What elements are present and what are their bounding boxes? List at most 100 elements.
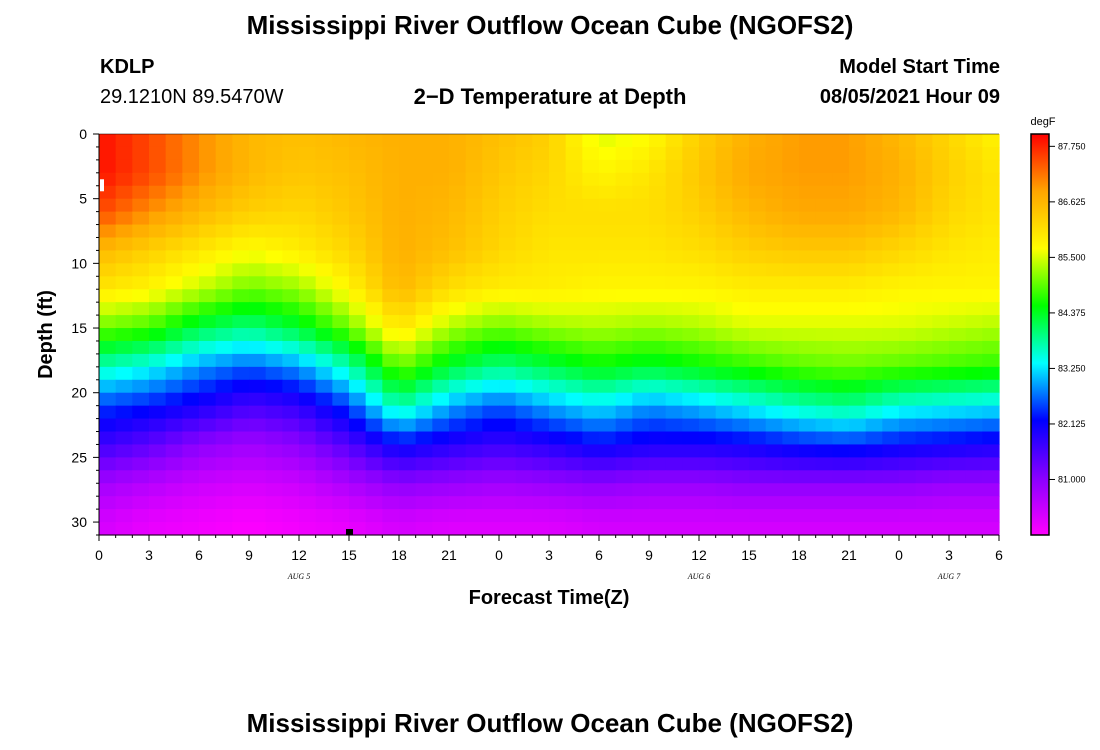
heatmap-cell — [732, 431, 750, 446]
heatmap-cell — [815, 250, 833, 264]
heatmap-cell — [915, 405, 933, 420]
heatmap-cell — [865, 185, 883, 200]
heatmap-cell — [99, 509, 117, 523]
heatmap-cell — [815, 379, 833, 394]
heatmap-cell — [865, 353, 883, 368]
heatmap-cell — [332, 211, 350, 226]
heatmap-cell — [282, 353, 300, 368]
heatmap-cell — [482, 366, 500, 381]
heatmap-cell — [832, 457, 850, 471]
heatmap-cell — [165, 509, 183, 523]
heatmap-cell — [432, 457, 450, 471]
heatmap-cell — [99, 263, 117, 277]
heatmap-cell — [965, 405, 983, 420]
heatmap-cell — [249, 250, 267, 264]
heatmap-cell — [482, 405, 500, 420]
heatmap-cell — [265, 483, 283, 497]
heatmap-cell — [315, 366, 333, 381]
heatmap-cell — [632, 185, 650, 200]
heatmap-cell — [582, 289, 600, 303]
heatmap-cell — [732, 224, 750, 239]
heatmap-cell — [782, 353, 800, 368]
heatmap-cell — [365, 483, 383, 497]
heatmap-cell — [165, 146, 183, 161]
heatmap-cell — [265, 146, 283, 161]
heatmap-cell — [665, 522, 683, 536]
heatmap-cell — [265, 289, 283, 303]
heatmap-cell — [915, 340, 933, 355]
heatmap-cell — [215, 366, 233, 381]
heatmap-cell — [899, 353, 917, 368]
heatmap-cell — [232, 340, 250, 355]
heatmap-cell — [932, 509, 950, 523]
heatmap-cell — [749, 340, 767, 355]
heatmap-cell — [799, 146, 817, 161]
heatmap-cell — [649, 379, 667, 394]
heatmap-cell — [665, 185, 683, 200]
heatmap-cell — [899, 237, 917, 252]
heatmap-cell — [382, 509, 400, 523]
heatmap-cell — [215, 146, 233, 161]
heatmap-cell — [599, 289, 617, 303]
heatmap-cell — [182, 224, 200, 239]
heatmap-cell — [549, 522, 567, 536]
heatmap-cell — [399, 198, 417, 213]
heatmap-cell — [215, 457, 233, 471]
heatmap-cell — [899, 146, 917, 161]
heatmap-cell — [882, 185, 900, 200]
heatmap-cell — [749, 444, 767, 458]
heatmap-cell — [515, 483, 533, 497]
heatmap-cell — [149, 483, 167, 497]
heatmap-cell — [299, 522, 317, 536]
heatmap-cell — [649, 431, 667, 446]
heatmap-cell — [415, 198, 433, 213]
heatmap-cell — [232, 431, 250, 446]
heatmap-cell — [99, 146, 117, 161]
y-tick-label: 5 — [79, 191, 87, 207]
heatmap-cell — [232, 496, 250, 510]
heatmap-cell — [882, 172, 900, 187]
heatmap-cell — [849, 328, 867, 342]
heatmap-cell — [665, 146, 683, 161]
heatmap-cell — [599, 405, 617, 420]
heatmap-cell — [549, 263, 567, 277]
heatmap-cell — [732, 315, 750, 329]
heatmap-cell — [465, 392, 483, 407]
heatmap-cell — [665, 418, 683, 433]
heatmap-cell — [432, 496, 450, 510]
heatmap-cell — [965, 134, 983, 148]
heatmap-cell — [415, 134, 433, 148]
heatmap-cell — [549, 146, 567, 161]
heatmap-cell — [232, 224, 250, 239]
heatmap-cell — [632, 470, 650, 484]
heatmap-cell — [865, 522, 883, 536]
heatmap-cell — [899, 289, 917, 303]
heatmap-cell — [465, 185, 483, 200]
heatmap-cell — [932, 392, 950, 407]
heatmap-cell — [165, 470, 183, 484]
heatmap-cell — [715, 522, 733, 536]
heatmap-cell — [682, 237, 700, 252]
heatmap-cell — [849, 483, 867, 497]
heatmap-cell — [532, 211, 550, 226]
heatmap-cell — [932, 366, 950, 381]
heatmap-cell — [882, 457, 900, 471]
heatmap-cell — [765, 509, 783, 523]
heatmap-cell — [432, 418, 450, 433]
heatmap-cell — [182, 198, 200, 213]
heatmap-cell — [849, 289, 867, 303]
heatmap-cell — [365, 134, 383, 148]
heatmap-cell — [682, 522, 700, 536]
heatmap-cell — [615, 457, 633, 471]
heatmap-cell — [849, 302, 867, 316]
heatmap-cell — [965, 211, 983, 226]
heatmap-cell — [499, 522, 517, 536]
heatmap-cell — [865, 211, 883, 226]
heatmap-cell — [299, 379, 317, 394]
heatmap-cell — [115, 405, 133, 420]
heatmap-cell — [315, 276, 333, 290]
heatmap-cell — [932, 418, 950, 433]
heatmap-cell — [482, 302, 500, 316]
heatmap-cell — [799, 224, 817, 239]
heatmap-cell — [499, 263, 517, 277]
